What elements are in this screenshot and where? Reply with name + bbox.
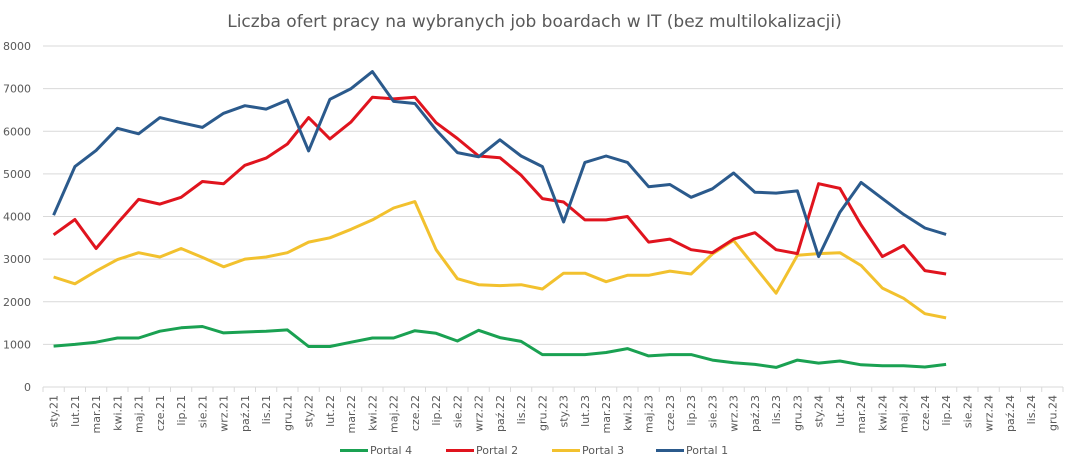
x-tick-label: kwi.24 xyxy=(876,395,889,431)
x-tick-label: lis.23 xyxy=(770,395,783,424)
x-tick-label: cze.22 xyxy=(409,395,422,431)
y-tick-label: 3000 xyxy=(3,253,31,266)
y-tick-label: 1000 xyxy=(3,338,31,351)
x-tick-label: cze.24 xyxy=(919,395,932,431)
x-tick-label: cze.21 xyxy=(154,395,167,431)
y-tick-label: 8000 xyxy=(3,40,31,53)
legend-label: Portal 3 xyxy=(582,444,625,457)
x-tick-label: sie.23 xyxy=(706,395,719,428)
x-tick-label: wrz.21 xyxy=(218,395,231,432)
legend-label: Portal 1 xyxy=(686,444,729,457)
x-tick-label: wrz.24 xyxy=(983,395,996,432)
x-tick-label: lip.21 xyxy=(175,395,188,426)
x-tick-label: paź.22 xyxy=(494,395,507,432)
x-tick-label: sty.23 xyxy=(558,395,571,427)
x-tick-label: lis.24 xyxy=(1025,395,1038,424)
x-tick-label: lip.23 xyxy=(685,395,698,426)
x-tick-label: lut.23 xyxy=(579,395,592,427)
x-tick-label: kwi.23 xyxy=(621,395,634,431)
x-tick-label: sty.24 xyxy=(813,395,826,427)
series-line-portal-4 xyxy=(53,325,947,369)
series-line-portal-1 xyxy=(52,70,947,259)
x-tick-label: maj.24 xyxy=(898,395,911,433)
x-tick-label: paź.24 xyxy=(1004,395,1017,432)
x-tick-label: mar.23 xyxy=(600,395,613,433)
x-tick-label: lis.21 xyxy=(260,395,273,424)
legend-label: Portal 2 xyxy=(476,444,519,457)
legend-swatch xyxy=(552,449,580,452)
y-tick-label: 7000 xyxy=(3,83,31,96)
x-tick-label: paź.21 xyxy=(239,395,252,432)
legend-item: Portal 4 xyxy=(340,444,412,457)
x-tick-label: sie.22 xyxy=(451,395,464,428)
x-tick-label: lip.24 xyxy=(940,395,953,426)
legend-swatch xyxy=(446,449,474,452)
legend: Portal 4 Portal 2 Portal 3 Portal 1 xyxy=(0,444,1069,458)
x-tick-label: lut.24 xyxy=(834,395,847,427)
x-tick-label: sty.21 xyxy=(48,395,61,427)
series-line-portal-3 xyxy=(53,200,947,320)
y-tick-label: 6000 xyxy=(3,125,31,138)
x-tick-label: gru.21 xyxy=(281,395,294,431)
x-tick-label: sie.21 xyxy=(196,395,209,428)
x-tick-label: lip.22 xyxy=(430,395,443,426)
x-tick-label: gru.22 xyxy=(536,395,549,431)
legend-swatch xyxy=(656,449,684,452)
series-line-portal-2 xyxy=(52,95,947,276)
x-tick-label: wrz.23 xyxy=(728,395,741,432)
legend-item: Portal 1 xyxy=(656,444,728,457)
y-tick-label: 5000 xyxy=(3,168,31,181)
x-tick-label: cze.23 xyxy=(664,395,677,431)
x-tick-label: kwi.22 xyxy=(366,395,379,431)
x-tick-label: sty.22 xyxy=(303,395,316,427)
legend-item: Portal 3 xyxy=(552,444,624,457)
x-tick-label: maj.22 xyxy=(388,395,401,433)
x-tick-label: paź.23 xyxy=(749,395,762,432)
x-tick-label: kwi.21 xyxy=(111,395,124,431)
x-tick-label: lis.22 xyxy=(515,395,528,424)
x-tick-label: maj.23 xyxy=(643,395,656,433)
legend-label: Portal 4 xyxy=(370,444,413,457)
x-tick-label: gru.24 xyxy=(1046,395,1059,431)
x-tick-label: mar.21 xyxy=(90,395,103,433)
x-tick-label: sie.24 xyxy=(961,395,974,428)
x-tick-label: wrz.22 xyxy=(473,395,486,432)
x-tick-label: lut.22 xyxy=(324,395,337,427)
chart-title: Liczba ofert pracy na wybranych job boar… xyxy=(227,12,842,32)
y-tick-label: 4000 xyxy=(3,211,31,224)
y-tick-label: 0 xyxy=(24,381,31,394)
y-tick-label: 2000 xyxy=(3,296,31,309)
x-tick-label: mar.22 xyxy=(345,395,358,433)
legend-item: Portal 2 xyxy=(446,444,518,457)
x-tick-label: mar.24 xyxy=(855,395,868,433)
x-tick-label: maj.21 xyxy=(133,395,146,433)
x-tick-label: lut.21 xyxy=(69,395,82,427)
legend-swatch xyxy=(340,449,368,452)
x-tick-label: gru.23 xyxy=(791,395,804,431)
